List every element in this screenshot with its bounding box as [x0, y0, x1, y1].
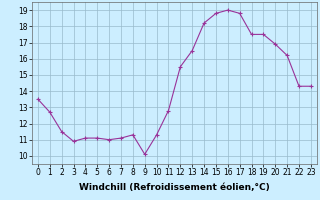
X-axis label: Windchill (Refroidissement éolien,°C): Windchill (Refroidissement éolien,°C)	[79, 183, 270, 192]
